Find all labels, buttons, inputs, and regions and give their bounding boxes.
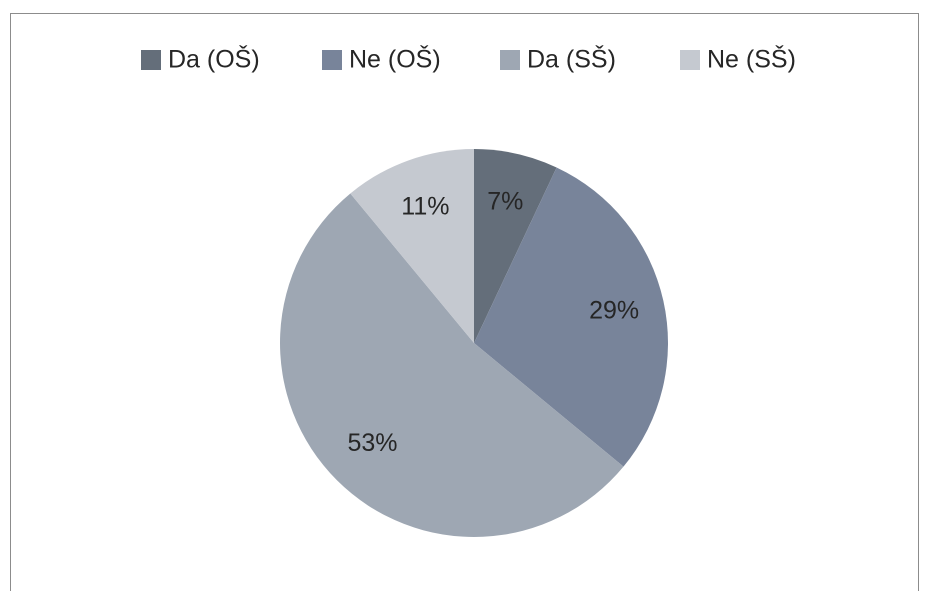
legend-label: Da (SŠ) <box>527 45 616 74</box>
data-label: 53% <box>347 429 397 457</box>
legend-label: Ne (OŠ) <box>349 45 441 74</box>
data-label: 7% <box>487 188 523 216</box>
legend-swatch <box>500 50 520 70</box>
pie-slice <box>350 149 474 343</box>
chart-border <box>10 13 919 591</box>
legend-label: Da (OŠ) <box>168 45 260 74</box>
pie-slice <box>279 193 624 538</box>
legend-label: Ne (SŠ) <box>707 45 796 74</box>
data-label: 11% <box>401 193 449 221</box>
pie-slice <box>474 167 668 467</box>
legend-swatch <box>680 50 700 70</box>
legend-swatch <box>322 50 342 70</box>
legend-swatch <box>141 50 161 70</box>
pie-slice <box>474 149 557 343</box>
data-label: 29% <box>589 296 639 324</box>
